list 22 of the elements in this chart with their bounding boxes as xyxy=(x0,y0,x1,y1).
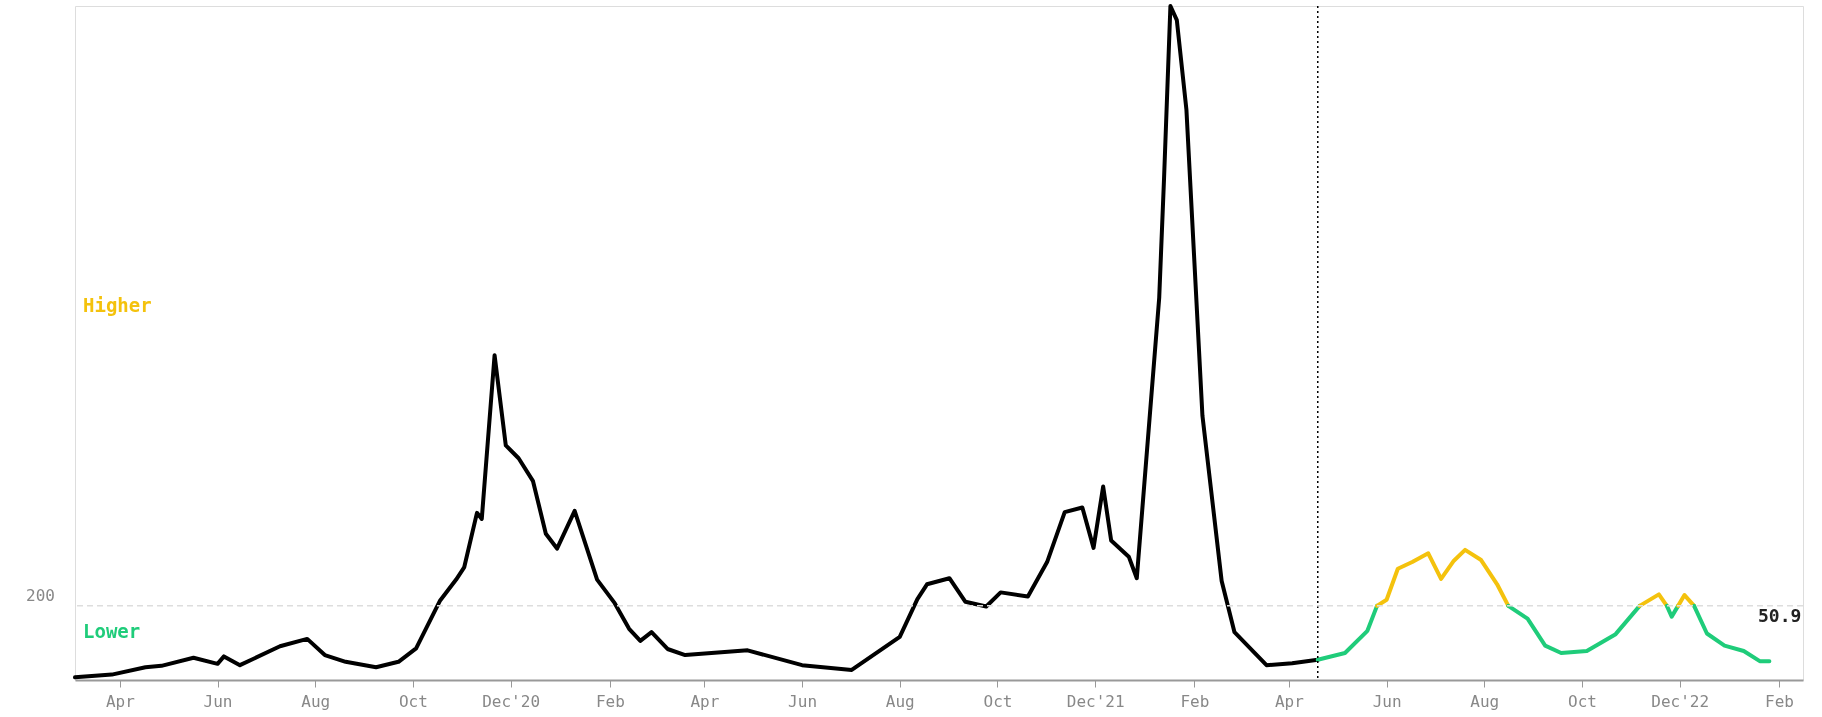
x-tick-label: Dec'20 xyxy=(482,691,540,711)
x-tick-label: Apr xyxy=(1274,691,1305,711)
annotation: Higher xyxy=(83,294,152,316)
x-tick-label: Apr xyxy=(690,691,720,711)
text: 200 xyxy=(26,585,55,605)
annotation: Lower xyxy=(83,620,141,642)
x-tick-label: Oct xyxy=(398,691,428,711)
x-tick-label: Jun xyxy=(203,691,233,711)
x-tick-label: Feb xyxy=(1180,691,1210,711)
x-tick-label: Aug xyxy=(1470,691,1500,711)
x-tick-label: Aug xyxy=(885,691,915,711)
x-tick-label: Dec'21 xyxy=(1066,691,1125,711)
x-tick-label: Apr xyxy=(105,691,136,711)
x-tick-label: Jun xyxy=(1372,691,1402,711)
x-tick-label: Aug xyxy=(301,691,331,711)
annotation: 50.9 xyxy=(1758,605,1802,627)
x-tick-label: Oct xyxy=(1568,691,1597,711)
x-tick-label: Feb xyxy=(595,691,625,711)
x-tick-label: Feb xyxy=(1765,691,1794,711)
x-tick-label: Oct xyxy=(983,691,1013,711)
x-tick-label: Dec'22 xyxy=(1651,691,1710,711)
x-tick-label: Jun xyxy=(788,691,818,711)
